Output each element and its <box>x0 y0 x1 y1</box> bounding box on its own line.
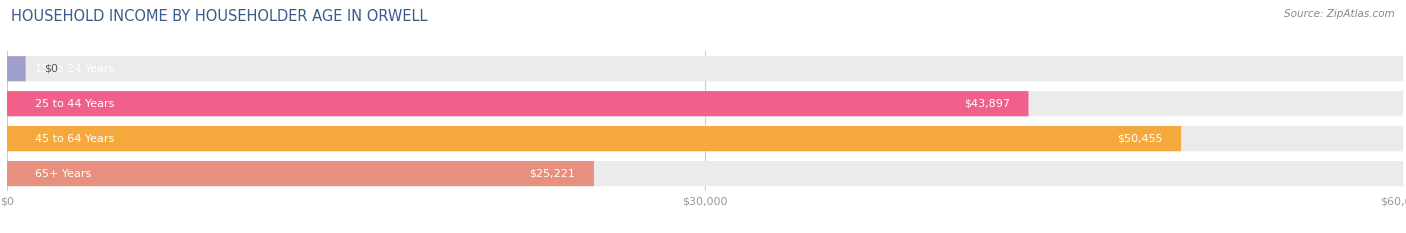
Text: 45 to 64 Years: 45 to 64 Years <box>35 134 114 144</box>
FancyBboxPatch shape <box>7 56 1403 81</box>
FancyBboxPatch shape <box>7 161 593 186</box>
Text: 65+ Years: 65+ Years <box>35 169 91 178</box>
Text: HOUSEHOLD INCOME BY HOUSEHOLDER AGE IN ORWELL: HOUSEHOLD INCOME BY HOUSEHOLDER AGE IN O… <box>11 9 427 24</box>
Text: $0: $0 <box>44 64 58 74</box>
FancyBboxPatch shape <box>7 91 1028 116</box>
Text: Source: ZipAtlas.com: Source: ZipAtlas.com <box>1284 9 1395 19</box>
Text: 25 to 44 Years: 25 to 44 Years <box>35 99 114 109</box>
Text: $50,455: $50,455 <box>1116 134 1163 144</box>
FancyBboxPatch shape <box>7 91 1403 116</box>
FancyBboxPatch shape <box>7 56 25 81</box>
Text: $25,221: $25,221 <box>530 169 575 178</box>
FancyBboxPatch shape <box>7 126 1181 151</box>
FancyBboxPatch shape <box>7 126 1403 151</box>
FancyBboxPatch shape <box>7 161 1403 186</box>
Text: $43,897: $43,897 <box>965 99 1010 109</box>
Text: 15 to 24 Years: 15 to 24 Years <box>35 64 114 74</box>
